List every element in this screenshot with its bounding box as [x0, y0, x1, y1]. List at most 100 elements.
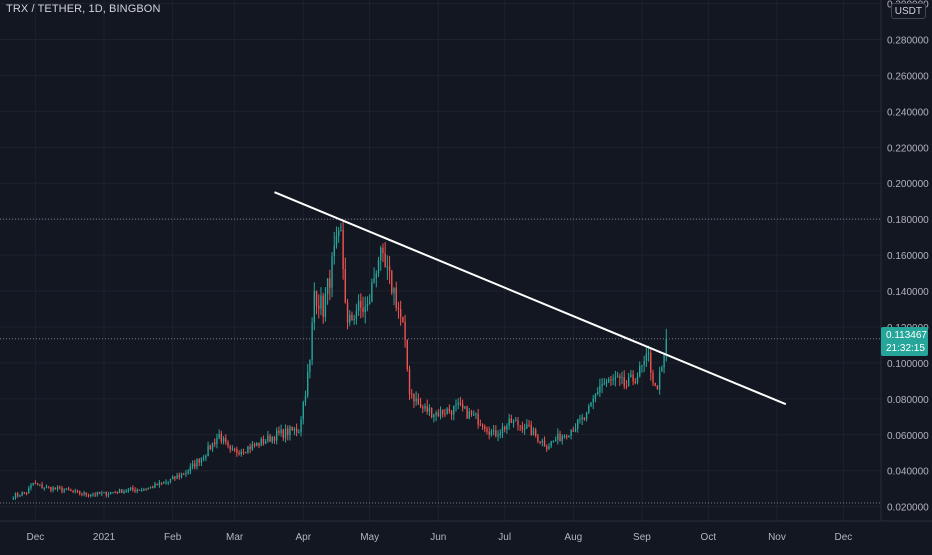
candle-up[interactable]	[636, 372, 639, 385]
candle-up[interactable]	[612, 374, 614, 386]
candle-up[interactable]	[231, 445, 234, 451]
candle-down[interactable]	[534, 427, 537, 438]
candle-down[interactable]	[17, 492, 19, 498]
candle-up[interactable]	[112, 492, 114, 494]
candle-down[interactable]	[23, 491, 26, 495]
candle-up[interactable]	[218, 429, 220, 440]
candle-up[interactable]	[12, 496, 14, 501]
candle-down[interactable]	[72, 490, 74, 494]
candle-down[interactable]	[656, 384, 659, 390]
candle-up[interactable]	[643, 355, 645, 373]
candle-up[interactable]	[424, 403, 426, 412]
candle-up[interactable]	[324, 287, 327, 322]
candle-up[interactable]	[127, 487, 130, 493]
candle-down[interactable]	[342, 220, 344, 280]
candle-down[interactable]	[382, 243, 384, 263]
candle-down[interactable]	[481, 423, 484, 430]
candle-down[interactable]	[430, 407, 433, 419]
candle-down[interactable]	[194, 459, 196, 470]
candle-down[interactable]	[572, 426, 575, 432]
candle-up[interactable]	[475, 412, 477, 420]
candle-up[interactable]	[149, 486, 152, 489]
candle-down[interactable]	[470, 409, 473, 417]
candle-down[interactable]	[495, 425, 497, 438]
candle-up[interactable]	[169, 478, 172, 484]
candle-down[interactable]	[245, 451, 247, 454]
candle-up[interactable]	[616, 371, 619, 378]
candle-down[interactable]	[105, 491, 107, 498]
candle-down[interactable]	[198, 458, 200, 467]
candle-down[interactable]	[132, 485, 134, 492]
candle-down[interactable]	[632, 370, 634, 386]
candle-down[interactable]	[459, 396, 462, 407]
candle-up[interactable]	[211, 442, 214, 452]
candle-up[interactable]	[357, 294, 360, 317]
candle-down[interactable]	[384, 242, 386, 268]
candle-down[interactable]	[61, 485, 63, 494]
candle-up[interactable]	[621, 371, 623, 385]
candle-down[interactable]	[521, 421, 524, 433]
candle-up[interactable]	[74, 488, 76, 494]
candle-down[interactable]	[448, 404, 451, 414]
candle-down[interactable]	[227, 440, 229, 449]
candle-down[interactable]	[295, 423, 298, 437]
candle-up[interactable]	[497, 430, 499, 442]
candle-up[interactable]	[331, 251, 333, 298]
candle-up[interactable]	[581, 413, 583, 425]
candle-up[interactable]	[371, 278, 373, 303]
candle-up[interactable]	[499, 429, 501, 439]
candle-down[interactable]	[287, 425, 289, 441]
candle-down[interactable]	[160, 482, 163, 486]
candle-up[interactable]	[490, 428, 493, 437]
candle-down[interactable]	[282, 428, 285, 442]
time-axis[interactable]: Dec 2021 Feb Mar Apr May Jun Jul Aug Sep Oct Nov Dec	[0, 520, 932, 543]
candle-down[interactable]	[94, 492, 96, 497]
candle-up[interactable]	[216, 433, 218, 449]
candle-up[interactable]	[207, 441, 209, 457]
candle-down[interactable]	[650, 349, 652, 381]
currency-button[interactable]: USDT	[890, 3, 926, 19]
candle-up[interactable]	[309, 359, 311, 379]
candle-down[interactable]	[238, 450, 240, 456]
candle-up[interactable]	[191, 460, 194, 470]
candle-up[interactable]	[83, 490, 85, 497]
candles[interactable]	[12, 220, 667, 501]
candle-down[interactable]	[422, 404, 424, 414]
trendline[interactable]	[274, 191, 787, 406]
candle-down[interactable]	[236, 446, 238, 457]
candle-up[interactable]	[541, 438, 544, 447]
candle-down[interactable]	[278, 426, 280, 436]
candle-down[interactable]	[413, 392, 415, 408]
candle-up[interactable]	[189, 463, 192, 475]
candle-up[interactable]	[143, 488, 145, 492]
candle-up[interactable]	[154, 481, 156, 489]
candle-up[interactable]	[353, 314, 355, 325]
candle-up[interactable]	[298, 429, 300, 434]
candle-up[interactable]	[271, 435, 273, 444]
candle-down[interactable]	[362, 296, 364, 318]
candle-down[interactable]	[229, 444, 231, 453]
candle-up[interactable]	[125, 488, 127, 493]
candle-up[interactable]	[140, 487, 143, 492]
candle-up[interactable]	[630, 369, 632, 378]
candle-down[interactable]	[388, 256, 391, 284]
candle-up[interactable]	[311, 317, 313, 366]
candle-up[interactable]	[333, 231, 335, 265]
candle-up[interactable]	[435, 410, 437, 422]
candle-up[interactable]	[375, 270, 378, 288]
candle-up[interactable]	[506, 423, 508, 434]
candle-up[interactable]	[21, 491, 23, 497]
candle-down[interactable]	[437, 409, 439, 417]
symbol-title[interactable]: TRX / TETHER, 1D, BINGBON	[6, 3, 161, 15]
candle-up[interactable]	[302, 400, 304, 425]
candle-down[interactable]	[78, 490, 81, 496]
candle-up[interactable]	[512, 419, 515, 428]
candle-down[interactable]	[209, 444, 211, 451]
candle-up[interactable]	[594, 393, 597, 403]
candle-up[interactable]	[433, 413, 435, 423]
candle-down[interactable]	[34, 480, 37, 485]
candle-down[interactable]	[156, 483, 158, 486]
candle-up[interactable]	[202, 454, 205, 462]
candle-up[interactable]	[167, 481, 169, 486]
